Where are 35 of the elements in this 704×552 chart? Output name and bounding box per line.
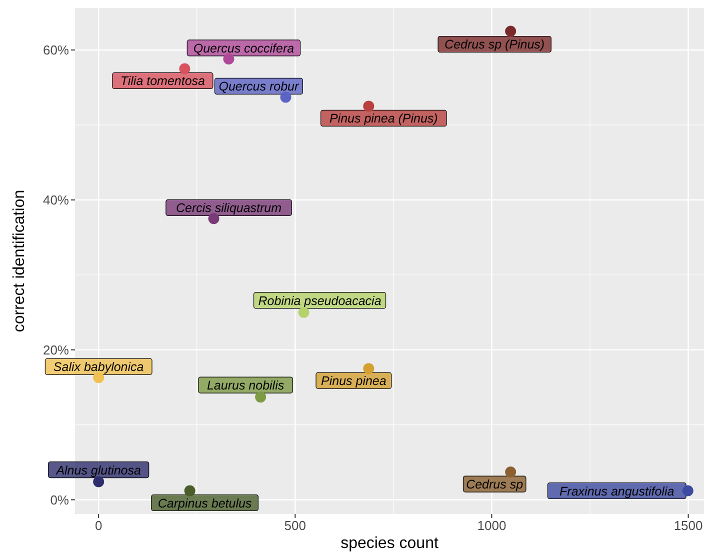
series-label: Pinus pinea (Pinus) xyxy=(329,112,438,126)
series-label: Alnus glutinosa xyxy=(55,463,142,478)
series-label: Cercis siliquastrum xyxy=(176,201,282,216)
series-label: Pinus pinea xyxy=(321,374,386,388)
x-tick-label: 500 xyxy=(284,518,306,533)
series-label: Laurus nobilis xyxy=(206,378,284,393)
point xyxy=(280,92,292,103)
y-tick-label: 20% xyxy=(42,342,70,358)
point xyxy=(682,485,694,496)
y-tick-label: 40% xyxy=(42,192,70,208)
x-tick-label: 1500 xyxy=(674,518,703,533)
x-tick-label: 0 xyxy=(94,518,102,533)
point xyxy=(363,100,374,112)
series-label: Cedrus sp xyxy=(466,478,524,492)
series-label: Fraxinus angustifolia xyxy=(560,484,674,498)
y-tick-label: 0% xyxy=(50,492,70,508)
series-label: Carpinus betulus xyxy=(158,496,252,510)
series-label: Robinia pseudoacacia xyxy=(258,294,382,308)
point xyxy=(184,485,196,496)
point xyxy=(208,213,220,224)
point xyxy=(179,63,190,74)
point xyxy=(298,306,310,318)
series-label: Quercus coccifera xyxy=(193,41,294,56)
series-label: Tilia tomentosa xyxy=(120,74,206,88)
point xyxy=(363,363,374,374)
x-tick-label: 1000 xyxy=(477,518,506,533)
y-tick-label: 60% xyxy=(42,42,70,58)
point xyxy=(255,392,266,403)
point xyxy=(505,26,516,37)
series-label: Quercus robur xyxy=(218,80,300,94)
series-label: Salix babylonica xyxy=(53,360,144,374)
x-axis-title: species count xyxy=(340,535,439,552)
y-axis-title: correct identification xyxy=(11,190,28,332)
series-label: Cedrus sp (Pinus) xyxy=(444,38,545,52)
point xyxy=(505,466,516,478)
